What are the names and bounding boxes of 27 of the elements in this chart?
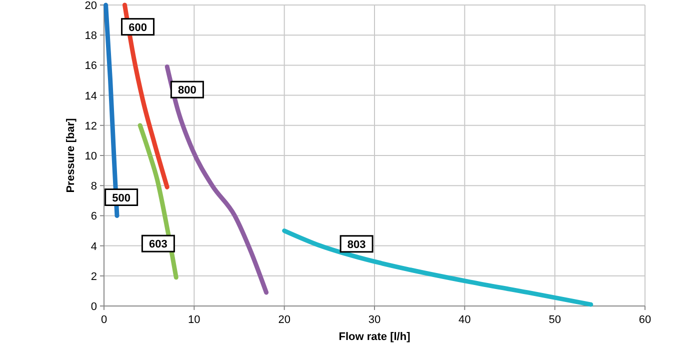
y-tick-label: 18 (84, 30, 97, 42)
x-tick-label: 30 (368, 314, 381, 326)
series-label: 803 (347, 238, 366, 251)
y-tick-label: 14 (84, 90, 97, 102)
y-tick-label: 4 (90, 240, 97, 253)
y-tick-label: 16 (84, 60, 97, 72)
x-tick-label: 20 (278, 314, 290, 326)
x-tick-label: 50 (548, 314, 561, 326)
y-tick-label: 6 (90, 210, 97, 223)
y-tick-label: 8 (90, 180, 97, 193)
line-series (282, 228, 594, 307)
x-tick-label: 10 (188, 314, 200, 326)
y-axis-title: Pressure [bar] (65, 118, 77, 193)
y-tick-label: 0 (90, 301, 97, 313)
series-label: 800 (178, 84, 196, 97)
y-tick-label: 12 (84, 120, 97, 132)
series-label: 600 (128, 22, 147, 34)
line-series (122, 2, 170, 190)
x-axis-title: Flow rate [l/h] (338, 331, 411, 343)
series-label: 603 (149, 238, 168, 251)
series-label: 500 (112, 192, 130, 204)
x-tick-label: 60 (638, 314, 652, 326)
y-tick-label: 20 (84, 0, 97, 12)
y-tick-label: 10 (84, 150, 97, 162)
y-tick-label: 2 (90, 270, 97, 283)
x-tick-label: 0 (100, 314, 108, 326)
x-tick-label: 40 (458, 314, 471, 326)
